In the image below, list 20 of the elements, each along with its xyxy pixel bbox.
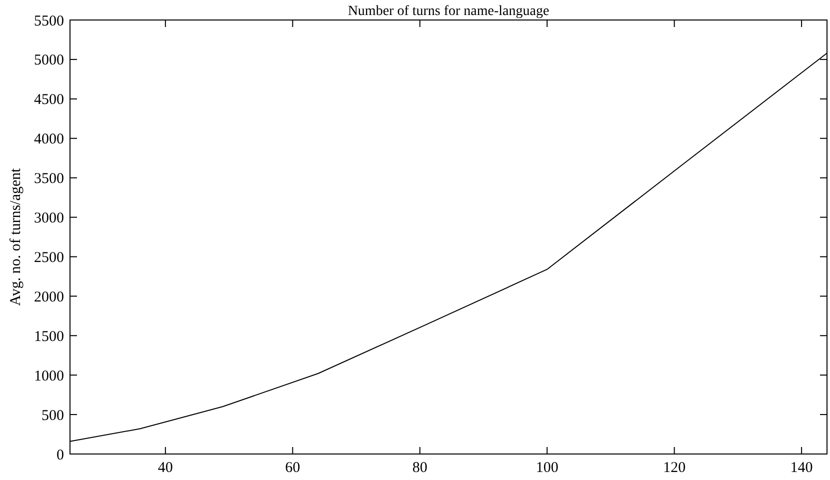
y-axis-title: Avg. no. of turns/agent [8, 167, 24, 306]
y-tick-label: 5000 [34, 52, 64, 69]
y-tick-label: 2500 [34, 250, 64, 266]
x-tick-label: 140 [790, 460, 813, 476]
x-tick-label: 120 [663, 460, 686, 476]
y-tick-label: 2000 [34, 289, 64, 306]
y-tick-label: 4500 [34, 92, 64, 108]
y-tick-label: 500 [42, 408, 64, 424]
x-tick-label: 40 [158, 460, 173, 476]
y-tick-label: 5500 [34, 13, 64, 30]
chart-title: Number of turns for name-language [348, 4, 550, 19]
y-tick-label: 0 [56, 447, 64, 464]
y-tick-label: 3500 [34, 171, 64, 188]
y-tick-label: 1000 [34, 368, 64, 384]
y-tick-label: 1500 [34, 328, 64, 345]
x-tick-label: 60 [285, 460, 300, 476]
x-tick-label: 100 [536, 460, 558, 476]
x-tick-label: 80 [412, 460, 428, 476]
y-tick-label: 4000 [34, 132, 64, 148]
y-tick-label: 3000 [34, 210, 64, 227]
